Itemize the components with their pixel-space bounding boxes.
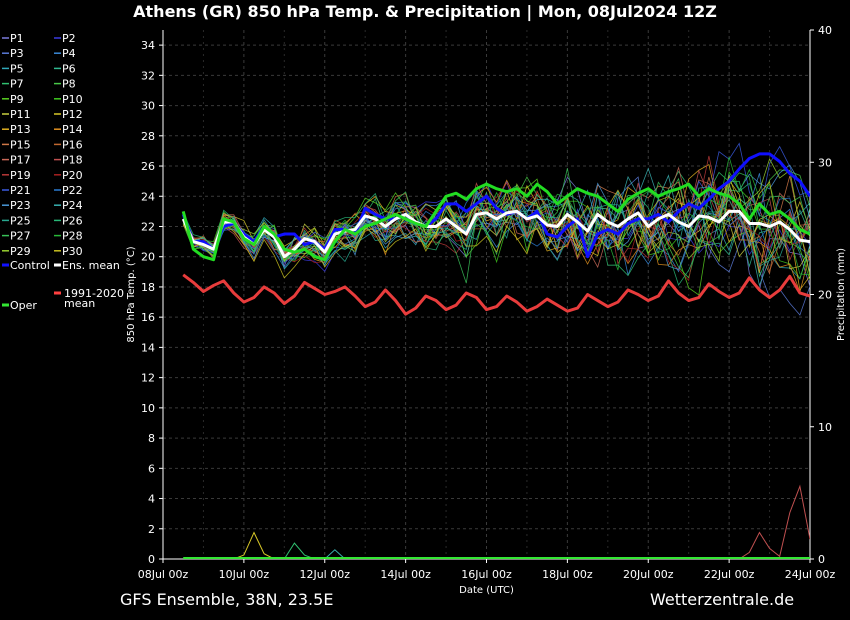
legend-label: P27 bbox=[10, 230, 31, 243]
y-right-tick-label: 20 bbox=[818, 289, 832, 302]
site-name: Wetterzentrale.de bbox=[650, 590, 795, 609]
legend-label: P13 bbox=[10, 123, 31, 136]
y-tick-label: 8 bbox=[148, 432, 155, 445]
legend-label: P20 bbox=[62, 169, 83, 182]
legend-label: P15 bbox=[10, 138, 31, 151]
x-tick-label: 14Jul 00z bbox=[380, 568, 431, 581]
legend-label: P14 bbox=[62, 123, 83, 136]
legend-label: P11 bbox=[10, 108, 31, 121]
legend: P1 P2 P3 P4 P5 P6 P7 P8 P9 P10 P11 P12 P13 P14 P15 P16 P… bbox=[2, 32, 124, 312]
member-line-p12 bbox=[182, 179, 810, 257]
y-right-axis-label: Precipitation (mm) bbox=[836, 248, 847, 341]
legend-label: 1991-2020 bbox=[64, 287, 124, 300]
series-line-ens-mean bbox=[181, 209, 810, 259]
legend-label: P24 bbox=[62, 199, 83, 212]
member-line-p28 bbox=[182, 156, 810, 276]
legend-label: P28 bbox=[62, 230, 83, 243]
legend-label: P10 bbox=[62, 93, 83, 106]
legend-label: P26 bbox=[62, 214, 83, 227]
legend-label: P25 bbox=[10, 214, 31, 227]
y-right-tick-label: 30 bbox=[818, 156, 832, 169]
legend-label: P12 bbox=[62, 108, 83, 121]
y-tick-label: 32 bbox=[141, 69, 155, 82]
legend-label: P30 bbox=[62, 245, 83, 258]
y-tick-label: 30 bbox=[141, 100, 155, 113]
x-tick-label: 22Jul 00z bbox=[704, 568, 755, 581]
y-tick-label: 4 bbox=[148, 493, 155, 506]
y-tick-label: 14 bbox=[141, 341, 155, 354]
y-tick-label: 26 bbox=[141, 160, 155, 173]
precipitation-lines bbox=[183, 484, 810, 559]
y-tick-label: 2 bbox=[148, 523, 155, 536]
y-tick-label: 10 bbox=[141, 402, 155, 415]
chart-title: Athens (GR) 850 hPa Temp. & Precipitatio… bbox=[133, 2, 717, 21]
legend-label: P2 bbox=[62, 32, 76, 45]
legend-label: P9 bbox=[10, 93, 24, 106]
legend-label: P22 bbox=[62, 184, 83, 197]
member-line-p27 bbox=[182, 168, 810, 284]
x-tick-label: 20Jul 00z bbox=[623, 568, 674, 581]
y-tick-label: 24 bbox=[141, 190, 155, 203]
legend-label: P4 bbox=[62, 47, 76, 60]
legend-label: P16 bbox=[62, 138, 83, 151]
plot-lines bbox=[181, 142, 810, 316]
x-tick-label: 10Jul 00z bbox=[219, 568, 270, 581]
y-tick-label: 6 bbox=[148, 462, 155, 475]
y-tick-label: 22 bbox=[141, 220, 155, 233]
y-tick-label: 34 bbox=[141, 39, 155, 52]
y-tick-label: 18 bbox=[141, 281, 155, 294]
precip-line-p18 bbox=[738, 484, 810, 559]
legend-label: Ens. mean bbox=[62, 259, 120, 272]
legend-label: P23 bbox=[10, 199, 31, 212]
precip-line-p7 bbox=[283, 542, 315, 559]
legend-label: mean bbox=[64, 297, 95, 310]
y-right-tick-label: 10 bbox=[818, 421, 832, 434]
y-right-tick-label: 40 bbox=[818, 24, 832, 37]
x-tick-label: 08Jul 00z bbox=[138, 568, 189, 581]
legend-label: P17 bbox=[10, 154, 31, 167]
y-tick-label: 16 bbox=[141, 311, 155, 324]
legend-label: P1 bbox=[10, 32, 24, 45]
member-line-p19 bbox=[182, 155, 810, 270]
series-line-1991-2020-mean bbox=[182, 273, 810, 316]
x-tick-label: 12Jul 00z bbox=[299, 568, 350, 581]
legend-label: P8 bbox=[62, 78, 76, 91]
legend-label: P5 bbox=[10, 62, 24, 75]
legend-label: P3 bbox=[10, 47, 24, 60]
legend-label: P6 bbox=[62, 62, 76, 75]
y-axis-label: 850 hPa Temp. (°C) bbox=[126, 246, 137, 342]
legend-label: P18 bbox=[62, 154, 83, 167]
y-right-tick-label: 0 bbox=[818, 553, 825, 566]
legend-label: P21 bbox=[10, 184, 31, 197]
y-tick-label: 28 bbox=[141, 130, 155, 143]
legend-label: P7 bbox=[10, 78, 24, 91]
x-tick-label: 18Jul 00z bbox=[542, 568, 593, 581]
series-line-oper bbox=[181, 182, 810, 262]
precip-line-p12 bbox=[233, 531, 275, 559]
legend-label: Oper bbox=[10, 299, 37, 312]
series-line-control bbox=[181, 152, 810, 259]
y-tick-label: 0 bbox=[148, 553, 155, 566]
precip-line-p24 bbox=[324, 549, 346, 559]
y-tick-label: 20 bbox=[141, 251, 155, 264]
model-info: GFS Ensemble, 38N, 23.5E bbox=[120, 590, 334, 609]
member-line-p24 bbox=[182, 167, 810, 287]
legend-label: P29 bbox=[10, 245, 31, 258]
y-tick-label: 12 bbox=[141, 372, 155, 385]
x-axis-label: Date (UTC) bbox=[459, 585, 514, 596]
x-tick-label: 24Jul 00z bbox=[785, 568, 836, 581]
legend-label: P19 bbox=[10, 169, 31, 182]
x-tick-label: 16Jul 00z bbox=[461, 568, 512, 581]
legend-label: Control bbox=[10, 259, 50, 272]
